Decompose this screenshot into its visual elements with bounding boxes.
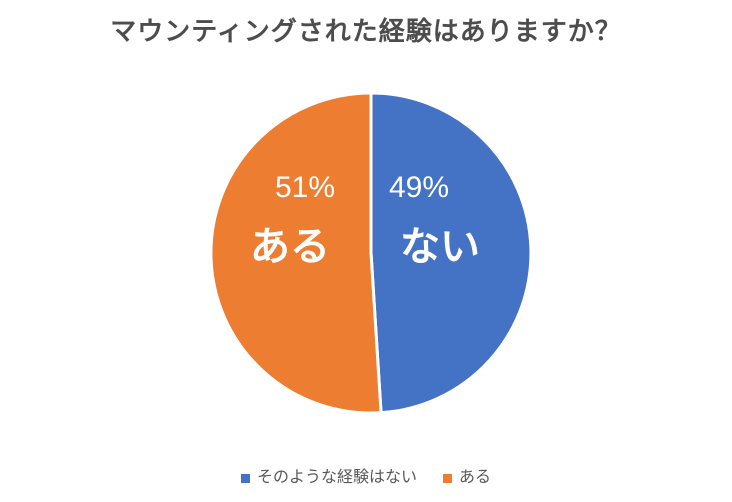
legend-swatch-orange-icon (443, 473, 452, 483)
legend-swatch-blue-icon (240, 473, 250, 483)
legend-label-aru: ある (459, 469, 492, 486)
data-label-percent-nai: 49% (388, 171, 450, 204)
data-label-percent-aru: 51% (274, 171, 336, 204)
pie-slice-1 (209, 91, 383, 415)
data-label-name-aru: ある (250, 225, 330, 269)
legend-item-nai: そのような経験はない (240, 468, 417, 488)
pie-slice-0 (369, 91, 533, 415)
legend-item-aru: ある (443, 468, 491, 488)
legend-label-nai: そのような経験はない (256, 469, 417, 486)
chart-legend: そのような経験はない ある (0, 468, 732, 488)
chart-title: マウンティングされた経験はありますか？ (110, 16, 622, 46)
data-label-name-nai: ない (400, 225, 480, 269)
